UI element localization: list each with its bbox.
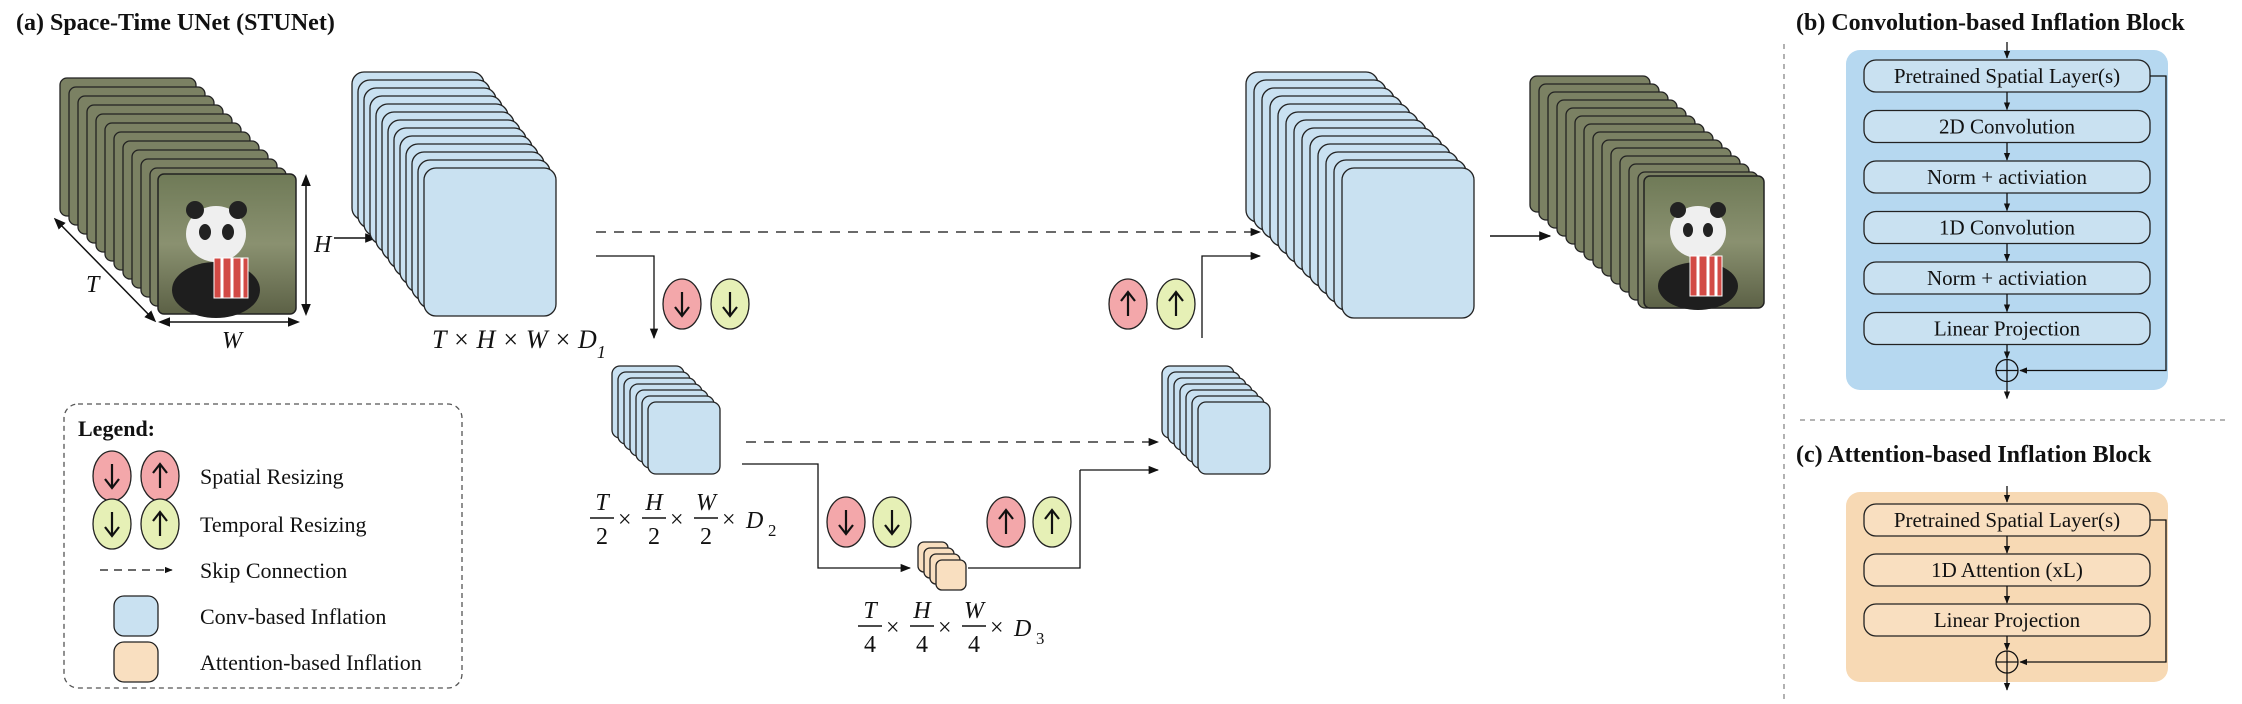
legend-temporal-up-icon xyxy=(140,498,180,550)
depth-symbol: D xyxy=(745,508,763,534)
t-dimension-arrow xyxy=(53,217,157,323)
w-dimension-label: W xyxy=(222,328,244,354)
legend-label: Conv-based Inflation xyxy=(200,604,386,629)
spatial-downsample-icon xyxy=(662,278,702,330)
level1-dims-label: T × H × W × D1 xyxy=(432,325,606,362)
input-panda-image xyxy=(157,173,297,318)
upsample-path-2 xyxy=(1201,251,1262,338)
fraction-denominator: 2 xyxy=(648,524,660,550)
conv-stack-level1-decoder xyxy=(1245,71,1475,319)
conv-stack-level2-encoder xyxy=(611,365,721,475)
legend-attention-swatch xyxy=(113,641,159,683)
fraction-numerator: T xyxy=(863,598,878,624)
attention-stack-level3 xyxy=(917,541,967,591)
temporal-downsample-icon xyxy=(710,278,750,330)
panel-c-title: (c) Attention-based Inflation Block xyxy=(1796,442,2152,468)
fraction-numerator: H xyxy=(644,490,664,516)
legend-label: Skip Connection xyxy=(200,558,347,583)
depth-subscript: 3 xyxy=(1036,629,1044,648)
spatial-downsample-icon xyxy=(826,496,866,548)
attention-block-layer-label: Pretrained Spatial Layer(s) xyxy=(1894,508,2120,532)
conv-stack-level1-encoder xyxy=(351,71,557,317)
downsample-path-1 xyxy=(596,255,659,340)
t-dimension-label: T xyxy=(86,272,101,298)
fraction-numerator: T xyxy=(595,490,610,516)
fraction-denominator: 2 xyxy=(596,524,608,550)
legend-conv-swatch xyxy=(113,595,159,637)
level2-dims-label: T2×H2×W2× D 2 xyxy=(590,490,776,550)
fraction-numerator: H xyxy=(912,598,932,624)
times-sign: × xyxy=(938,615,952,641)
spatial-upsample-icon xyxy=(1108,278,1148,330)
times-sign: × xyxy=(722,507,736,533)
times-sign: × xyxy=(670,507,684,533)
conv-block-layer-label: Pretrained Spatial Layer(s) xyxy=(1894,64,2120,88)
depth-symbol: D xyxy=(1013,616,1031,642)
conv-layer-frame xyxy=(423,167,557,317)
temporal-downsample-icon xyxy=(872,496,912,548)
legend-label: Temporal Resizing xyxy=(200,512,366,537)
fraction-numerator: W xyxy=(696,490,718,516)
conv-layer-frame xyxy=(647,401,721,475)
downsample-path-2 xyxy=(742,463,912,573)
legend-title: Legend: xyxy=(78,416,155,441)
conv-stack-level2-decoder xyxy=(1161,365,1271,475)
conv-block-layer-label: Norm + activiation xyxy=(1927,165,2087,189)
upsample-path-1-line xyxy=(968,470,1081,569)
h-dimension-label: H xyxy=(313,232,333,258)
attention-layer-frame xyxy=(935,559,967,591)
fraction-denominator: 4 xyxy=(968,632,980,658)
panel-a-title: (a) Space-Time UNet (STUNet) xyxy=(16,10,335,36)
level3-dims-label: T4×H4×W4× D 3 xyxy=(858,598,1044,658)
conv-layer-frame xyxy=(1341,167,1475,319)
conv-block-layer-label: 2D Convolution xyxy=(1939,115,2075,139)
conv-block-layer-label: 1D Convolution xyxy=(1939,216,2075,240)
legend-label: Attention-based Inflation xyxy=(200,650,422,675)
fraction-denominator: 2 xyxy=(700,524,712,550)
conv-block-layer-label: Linear Projection xyxy=(1934,317,2081,341)
legend-spatial-up-icon xyxy=(140,450,180,502)
conv-layer-frame xyxy=(1197,401,1271,475)
legend-temporal-down-icon xyxy=(92,498,132,550)
residual-connection xyxy=(2019,75,2167,374)
legend-spatial-down-icon xyxy=(92,450,132,502)
times-sign: × xyxy=(618,507,632,533)
attention-block-layer-label: 1D Attention (xL) xyxy=(1931,558,2083,582)
fraction-denominator: 4 xyxy=(864,632,876,658)
output-panda-image xyxy=(1643,175,1765,310)
conv-block-layer-label: Norm + activiation xyxy=(1927,266,2087,290)
depth-subscript: 2 xyxy=(768,521,776,540)
temporal-upsample-icon xyxy=(1156,278,1196,330)
fraction-numerator: W xyxy=(964,598,986,624)
legend-box xyxy=(63,403,463,689)
temporal-upsample-icon xyxy=(1032,496,1072,548)
panel-b-title: (b) Convolution-based Inflation Block xyxy=(1796,10,2185,36)
times-sign: × xyxy=(886,615,900,641)
attention-block-layer-label: Linear Projection xyxy=(1934,608,2081,632)
spatial-upsample-icon xyxy=(986,496,1026,548)
residual-connection xyxy=(2019,519,2167,666)
times-sign: × xyxy=(990,615,1004,641)
fraction-denominator: 4 xyxy=(916,632,928,658)
legend-label: Spatial Resizing xyxy=(200,464,344,489)
